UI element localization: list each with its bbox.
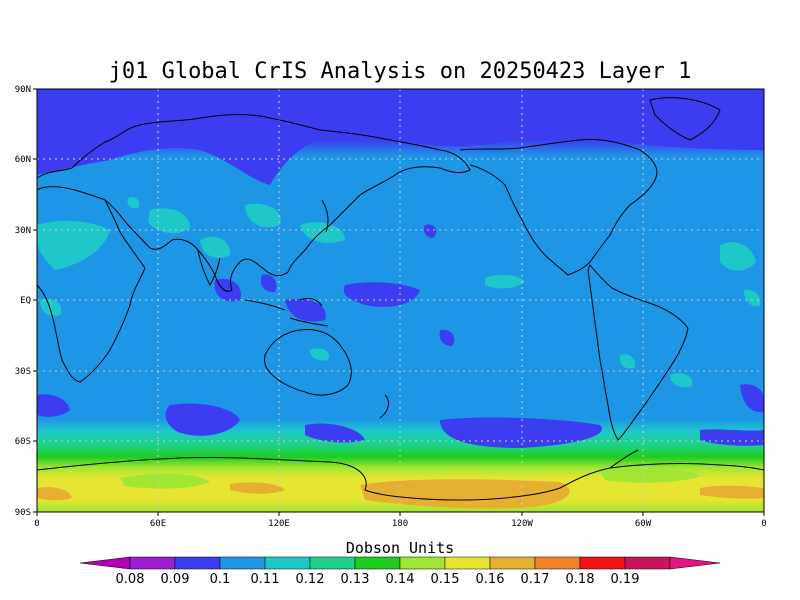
x-tick-label: 60E: [150, 519, 166, 529]
coast-indonesia: [244, 297, 329, 327]
y-tick-label: EQ: [20, 296, 31, 306]
colorbar-tick-label: 0.08: [116, 572, 145, 587]
x-tick-label: 0: [34, 519, 39, 529]
x-tick-label: 180: [392, 519, 408, 529]
coast-greenland: [649, 97, 721, 141]
y-tick-label: 30S: [15, 367, 31, 377]
x-tick-label: 0: [761, 519, 766, 529]
colorbar-under-arrow: [79, 556, 131, 570]
colorbar-swatch: [489, 556, 536, 570]
colorbar-swatch: [129, 556, 176, 570]
colorbar-tick-label: 0.15: [431, 572, 460, 587]
colorbar-tick-label: 0.13: [341, 572, 370, 587]
x-tick-label: 120E: [268, 519, 290, 529]
lime-patches: [120, 468, 700, 489]
mid-value-patches: [37, 197, 761, 388]
colorbar-swatch: [579, 556, 626, 570]
colorbar-tick-label: 0.17: [521, 572, 550, 587]
colorbar-tick-label: 0.12: [296, 572, 325, 587]
coast-south-america: [587, 264, 689, 441]
colorbar-swatch: [219, 556, 266, 570]
coast-india: [197, 249, 221, 286]
colorbar-swatch: [309, 556, 356, 570]
high-value-patches: [37, 479, 764, 509]
y-tick-label: 60S: [15, 437, 31, 447]
coast-antarctica: [37, 456, 764, 501]
x-axis-labels: 0 60E 120E 180 120W 60W 0: [34, 519, 766, 529]
colorbar-swatch: [444, 556, 491, 570]
y-tick-label: 90S: [15, 508, 31, 518]
colorbar-swatch: [264, 556, 311, 570]
colorbar: 0.08 0.09 0.1 0.11 0.12 0.13 0.14 0.15 0.16 0.17 0…: [79, 556, 721, 587]
colorbar-tick-label: 0.18: [566, 572, 595, 587]
y-tick-label: 90N: [15, 85, 31, 95]
x-tick-label: 60W: [635, 519, 652, 529]
ozone-field-map: [37, 89, 764, 512]
colorbar-tick-label: 0.16: [476, 572, 505, 587]
colorbar-swatch: [399, 556, 446, 570]
colorbar-swatch: [624, 556, 671, 570]
coastlines: [37, 97, 764, 501]
colorbar-tick-label: 0.1: [210, 572, 231, 587]
y-tick-label: 30N: [15, 226, 31, 236]
map-title: j01 Global CrIS Analysis on 20250423 Lay…: [109, 59, 692, 84]
y-axis-labels: 90N 60N 30N EQ 30S 60S 90S: [15, 85, 31, 518]
coast-antarctic-peninsula: [609, 449, 639, 469]
coast-africa: [37, 186, 146, 383]
colorbar-tick-label: 0.09: [161, 572, 190, 587]
colorbar-label: Dobson Units: [346, 539, 454, 557]
coast-new-zealand: [379, 394, 390, 419]
colorbar-over-arrow: [669, 556, 721, 570]
colorbar-tick-label: 0.14: [386, 572, 415, 587]
y-tick-label: 60N: [15, 155, 31, 165]
coast-north-america: [459, 139, 658, 276]
colorbar-swatch: [534, 556, 581, 570]
colorbar-swatch: [174, 556, 221, 570]
colorbar-tick-label: 0.11: [251, 572, 280, 587]
x-tick-label: 120W: [511, 519, 533, 529]
tick-marks: [33, 88, 765, 516]
coast-japan: [321, 199, 329, 233]
colorbar-tick-label: 0.19: [611, 572, 640, 587]
coast-australia: [263, 329, 352, 396]
colorbar-swatch: [354, 556, 401, 570]
